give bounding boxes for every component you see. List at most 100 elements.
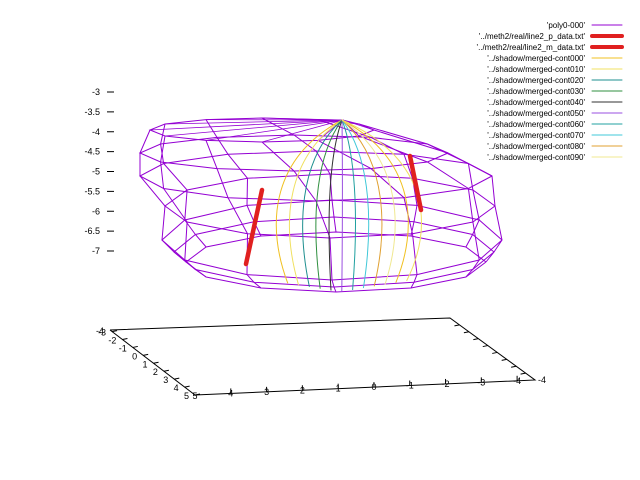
- y-tick-label: 0: [132, 351, 137, 361]
- legend-label: '../shadow/merged-cont040': [487, 98, 585, 107]
- wireframe-ring: [161, 199, 503, 281]
- legend-label: '../shadow/merged-cont000': [487, 54, 585, 63]
- back-tick-mark: [473, 338, 479, 341]
- red-lines: [243, 153, 424, 267]
- contour-lines: [275, 119, 422, 292]
- x-tick-label: -4: [538, 375, 546, 385]
- back-tick-mark: [520, 372, 526, 375]
- contour-line: [341, 119, 356, 290]
- wireframe-meridian: [139, 129, 187, 263]
- y-tick-mark: [111, 330, 118, 333]
- contour-line: [341, 119, 409, 283]
- wireframe-meridian: [160, 123, 207, 248]
- z-base-tick-label: -4: [96, 326, 104, 336]
- wireframe-meridian: [261, 117, 337, 233]
- x-tick-label: 2: [300, 385, 305, 395]
- contour-line: [288, 119, 343, 286]
- wireframe-apex-edge: [164, 119, 344, 137]
- back-tick-mark: [482, 345, 488, 348]
- y-tick-mark: [184, 385, 190, 388]
- legend-label: '../shadow/merged-cont080': [487, 142, 585, 151]
- y-tick-label: 4: [174, 383, 179, 393]
- y-tick-label: -3: [98, 328, 106, 338]
- wireframe-meridian: [373, 129, 503, 263]
- wireframe-apex-edge: [342, 119, 360, 125]
- wireframe-apex-edge: [149, 119, 344, 131]
- wireframe-ring: [138, 150, 493, 202]
- z-axis: -3 -3.5 -4 -4.5 -5 -5.5 -6 -6.5 -7: [84, 87, 114, 256]
- y-tick-mark: [194, 393, 201, 396]
- z-tick-label: -6: [92, 206, 100, 216]
- wireframe-ring: [185, 231, 487, 293]
- z-tick-label: -7: [92, 246, 100, 256]
- wireframe-apex-edge: [205, 119, 344, 141]
- legend-label: '../shadow/merged-cont030': [487, 87, 585, 96]
- legend-label: '../shadow/merged-cont060': [487, 120, 585, 129]
- x-tick-label: 4: [228, 388, 233, 398]
- x-tick-label: 3: [264, 387, 269, 397]
- back-tick-mark: [463, 331, 469, 334]
- legend-label: '../shadow/merged-cont020': [487, 76, 585, 85]
- y-tick-mark: [122, 338, 128, 341]
- contour-line: [341, 119, 343, 292]
- legend-label: 'poly0-000': [547, 21, 586, 30]
- x-tick-label: -1: [406, 381, 414, 391]
- y-tick-mark: [174, 377, 180, 380]
- y-tick-mark: [153, 361, 159, 364]
- y-tick-mark: [132, 345, 138, 348]
- z-tick-label: -3.5: [84, 107, 100, 117]
- wireframe-meridian: [261, 141, 337, 293]
- contour-line: [275, 119, 343, 284]
- wireframe-apex-edge: [261, 119, 344, 143]
- x-tick-label: 1: [336, 384, 341, 394]
- contour-line: [341, 119, 370, 289]
- wireframe-meridian: [358, 135, 480, 278]
- legend: 'poly0-000' '../meth2/real/line2_p_data.t…: [477, 21, 624, 162]
- back-tick-mark: [511, 365, 517, 368]
- z-tick-label: -3: [92, 87, 100, 97]
- contour-line: [315, 119, 343, 289]
- legend-label: '../meth2/real/line2_m_data.txt': [477, 43, 586, 52]
- wireframe-meridian: [205, 140, 262, 289]
- wireframe-apex-edge: [164, 119, 344, 125]
- wireframe-meridian: [160, 135, 207, 278]
- legend-label: '../meth2/real/line2_p_data.txt': [479, 32, 586, 41]
- z-tick-label: -6.5: [84, 226, 100, 236]
- red-line-m: [407, 153, 424, 213]
- x-tick-label: 5: [192, 391, 197, 401]
- y-tick-mark: [163, 369, 170, 372]
- contour-line: [341, 119, 396, 285]
- y-tick-label: 5: [184, 391, 189, 401]
- x-tick-label: 0: [371, 382, 376, 392]
- contour-line: [302, 119, 343, 288]
- contour-line: [341, 119, 383, 287]
- legend-label: '../shadow/merged-cont070': [487, 131, 585, 140]
- z-tick-label: -5.5: [84, 186, 100, 196]
- base-plane-outline: [109, 317, 537, 396]
- y-tick-label: 3: [163, 375, 168, 385]
- back-tick-mark: [501, 358, 507, 361]
- x-tick-label: -3: [477, 377, 485, 387]
- back-tick-mark: [492, 351, 498, 354]
- z-tick-label: -4.5: [84, 147, 100, 157]
- y-tick-label: -1: [119, 343, 127, 353]
- z-tick-label: -4: [92, 127, 100, 137]
- legend-label: '../shadow/merged-cont050': [487, 109, 585, 118]
- y-tick-label: -2: [108, 336, 116, 346]
- poly-wireframe: [138, 117, 503, 293]
- back-tick-mark: [454, 324, 460, 327]
- x-tick-label: -4: [513, 376, 521, 386]
- y-tick-label: 1: [143, 359, 148, 369]
- wireframe-meridian: [358, 123, 480, 248]
- legend-label: '../shadow/merged-cont090': [487, 153, 585, 162]
- wireframe-meridian: [317, 139, 418, 289]
- y-tick-label: 2: [153, 367, 158, 377]
- x-tick-label: -2: [442, 379, 450, 389]
- y-tick-mark: [143, 353, 149, 356]
- contour-line: [328, 119, 343, 291]
- legend-label: '../shadow/merged-cont010': [487, 65, 585, 74]
- z-tick-label: -5: [92, 167, 100, 177]
